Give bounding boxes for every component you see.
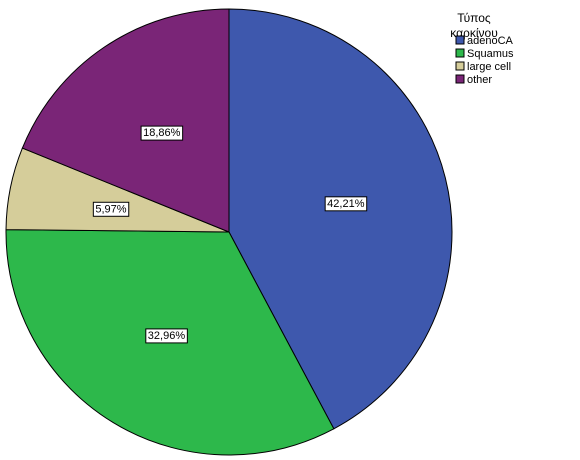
pie-labels: 42,21% 32,96% 5,97% 18,86% bbox=[92, 125, 368, 344]
pie-label-squamus: 32,96% bbox=[145, 328, 188, 344]
legend-swatch-squamus bbox=[455, 48, 465, 58]
legend-swatch-large-cell bbox=[455, 61, 465, 71]
legend-swatch-adenoca bbox=[455, 35, 465, 45]
pie-label-text: 18,86% bbox=[143, 127, 181, 139]
pie-label-box bbox=[145, 328, 188, 344]
legend-label-large-cell: large cell bbox=[467, 61, 511, 73]
pie-label-box bbox=[324, 196, 368, 212]
pie-label-adenoca: 42,21% bbox=[324, 196, 368, 212]
pie-slice-other bbox=[21, 8, 230, 233]
pie-slice-adenoca bbox=[228, 8, 453, 430]
legend-title-line-1: Τύπος bbox=[457, 11, 491, 25]
pie-label-text: 5,97% bbox=[95, 203, 126, 215]
pie-label-other: 18,86% bbox=[140, 125, 184, 141]
pie-label-text: 32,96% bbox=[148, 330, 186, 342]
pie-slices bbox=[5, 8, 453, 456]
pie-label-box bbox=[92, 201, 130, 217]
legend-label-adenoca: adenoCA bbox=[467, 35, 514, 47]
pie-label-large-cell: 5,97% bbox=[92, 201, 130, 217]
legend-label-squamus: Squamus bbox=[467, 48, 514, 60]
pie-label-box bbox=[140, 125, 184, 141]
legend-swatch-other bbox=[455, 74, 465, 84]
pie-label-text: 42,21% bbox=[327, 198, 365, 210]
legend-label-other: other bbox=[467, 74, 492, 86]
